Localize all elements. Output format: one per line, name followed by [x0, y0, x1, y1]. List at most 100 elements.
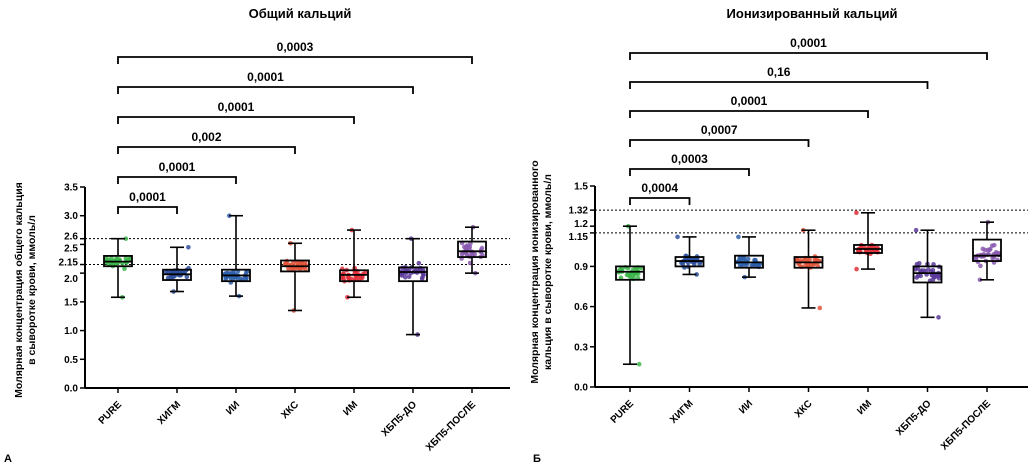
- data-point: [977, 277, 983, 283]
- data-point: [854, 266, 859, 272]
- y-axis-label: Молярная концентрация общего кальция: [13, 182, 25, 398]
- y-tick-label: 1.5: [574, 182, 588, 193]
- data-point: [340, 275, 346, 281]
- y-tick-label: 3.5: [64, 183, 78, 194]
- p-value-label: 0,0001: [247, 70, 284, 84]
- data-point: [223, 276, 228, 282]
- significance-bracket: [117, 86, 414, 94]
- data-point: [123, 236, 129, 241]
- data-point: [464, 252, 470, 258]
- p-value-label: 0,16: [767, 65, 791, 79]
- data-point: [989, 243, 995, 249]
- y-axis-label: Молярная концентрация ионизированного: [529, 160, 541, 383]
- data-point: [636, 361, 642, 367]
- y-axis-label: в сыворотке крови, ммоль/л: [26, 215, 38, 365]
- x-tick-label: ХБП5-ПОСЛЕ: [424, 399, 478, 453]
- data-point: [697, 261, 702, 267]
- data-point: [736, 234, 741, 240]
- data-point: [416, 260, 422, 266]
- data-point: [675, 234, 680, 240]
- panel-label: А: [4, 453, 12, 465]
- p-value-label: 0,0004: [641, 181, 678, 195]
- y-tick-label: 0.3: [574, 342, 588, 353]
- y-tick-label: 2.6: [64, 232, 78, 243]
- data-point: [930, 267, 936, 273]
- y-tick-label: 1.32: [569, 206, 589, 217]
- data-point: [914, 261, 920, 267]
- data-point: [926, 267, 931, 272]
- box: [912, 265, 943, 284]
- y-tick-label: 0.0: [574, 383, 588, 394]
- significance-bracket: [117, 116, 355, 124]
- x-tick-label: ХБП5-ДО: [894, 398, 934, 438]
- x-tick-label: PURE: [609, 398, 637, 426]
- data-point: [186, 245, 191, 250]
- data-point: [913, 227, 919, 233]
- data-point: [282, 261, 288, 267]
- x-tick-label: ХИГМ: [668, 398, 695, 425]
- data-point: [980, 246, 986, 252]
- significance-bracket: [629, 110, 869, 118]
- data-point: [123, 255, 129, 261]
- data-point: [812, 257, 817, 262]
- box: [615, 265, 645, 281]
- significance-bracket: [117, 146, 296, 154]
- box: [457, 240, 487, 258]
- p-value-label: 0,0003: [277, 40, 314, 54]
- data-point: [930, 277, 936, 283]
- data-point: [465, 245, 470, 251]
- p-value-label: 0,0001: [159, 160, 196, 174]
- box: [398, 266, 428, 283]
- p-value-label: 0,0001: [129, 190, 166, 204]
- y-tick-label: 0.5: [64, 355, 78, 366]
- data-point: [618, 275, 624, 281]
- p-value-label: 0,0001: [218, 100, 255, 114]
- data-point: [630, 272, 636, 278]
- data-point: [854, 210, 859, 216]
- significance-bracket: [117, 176, 237, 184]
- data-point: [235, 276, 241, 282]
- x-tick-label: ХКС: [793, 398, 815, 420]
- y-tick-label: 2.0: [64, 274, 78, 285]
- data-point: [694, 272, 699, 277]
- y-tick-label: 0.6: [574, 302, 588, 313]
- y-tick-label: 2.5: [64, 243, 78, 254]
- data-point: [921, 268, 927, 273]
- p-value-label: 0,002: [191, 130, 221, 144]
- x-tick-label: ХБП5-ПОСЛЕ: [939, 398, 993, 452]
- data-point: [745, 256, 751, 262]
- box: [972, 238, 1002, 262]
- x-tick-label: ИИ: [737, 398, 755, 416]
- y-tick-label: 1.5: [64, 297, 78, 308]
- data-point: [744, 263, 749, 268]
- p-value-label: 0,0001: [790, 36, 827, 50]
- data-point: [402, 274, 408, 280]
- data-point: [798, 257, 804, 263]
- x-tick-label: ХИГМ: [156, 399, 183, 426]
- data-point: [752, 257, 757, 263]
- data-point: [459, 252, 465, 257]
- significance-bracket: [629, 52, 988, 60]
- data-point: [406, 274, 412, 280]
- data-point: [985, 247, 991, 253]
- x-tick-label: ИМ: [341, 399, 360, 418]
- data-point: [163, 269, 169, 275]
- y-tick-label: 3.0: [64, 211, 78, 222]
- data-point: [127, 256, 133, 261]
- chart-title: Общий кальций: [249, 6, 352, 21]
- data-point: [470, 252, 476, 258]
- y-tick-label: 0.0: [64, 384, 78, 395]
- y-axis-label: кальция в сыворотке крови, ммоль/л: [542, 174, 554, 370]
- data-point: [624, 272, 630, 278]
- data-point: [299, 261, 304, 266]
- significance-bracket: [117, 56, 473, 64]
- significance-bracket: [629, 197, 691, 205]
- data-point: [995, 251, 1001, 256]
- data-point: [184, 274, 190, 280]
- significance-bracket: [629, 168, 750, 176]
- x-tick-label: PURE: [97, 399, 125, 427]
- y-tick-label: 1.2: [574, 219, 588, 230]
- x-tick-label: ХКС: [279, 399, 301, 421]
- significance-bracket: [117, 206, 178, 214]
